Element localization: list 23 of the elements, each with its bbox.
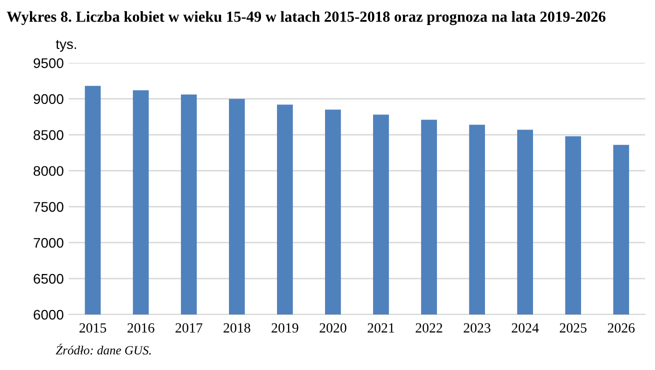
y-tick-label: 7500 bbox=[34, 202, 64, 212]
y-tick-label: 8000 bbox=[34, 166, 64, 176]
x-tick-label: 2024 bbox=[512, 323, 539, 333]
y-axis-title: tys. bbox=[56, 40, 76, 52]
x-tick-label: 2016 bbox=[128, 323, 154, 333]
x-tick-label: 2023 bbox=[464, 323, 490, 333]
y-tick-label: 6000 bbox=[34, 310, 64, 320]
y-tick-label: 9500 bbox=[34, 58, 64, 68]
text: Źródło: dane GUS. bbox=[56, 344, 151, 355]
x-tick-label: 2015 bbox=[80, 323, 106, 333]
y-tick-label: 6500 bbox=[34, 274, 64, 284]
x-tick-label: 2018 bbox=[224, 323, 250, 333]
y-tick-label: 7000 bbox=[34, 238, 64, 248]
chart-title: Wykres 8. Liczba kobiet w wieku 15-49 w latach 2015-2018 oraz prognoza na lata 2019-2026 bbox=[6, 11, 606, 26]
y-tick-label: 9000 bbox=[34, 94, 64, 104]
x-tick-label: 2026 bbox=[608, 323, 635, 333]
x-tick-label: 2020 bbox=[320, 323, 346, 333]
x-tick-label: 2019 bbox=[272, 323, 298, 333]
x-tick-label: 2022 bbox=[416, 323, 442, 333]
x-tick-label: 2025 bbox=[560, 323, 586, 333]
y-tick-label: 8500 bbox=[34, 130, 64, 140]
x-tick-label: 2017 bbox=[176, 323, 202, 333]
x-tick-label: 2021 bbox=[368, 323, 394, 333]
